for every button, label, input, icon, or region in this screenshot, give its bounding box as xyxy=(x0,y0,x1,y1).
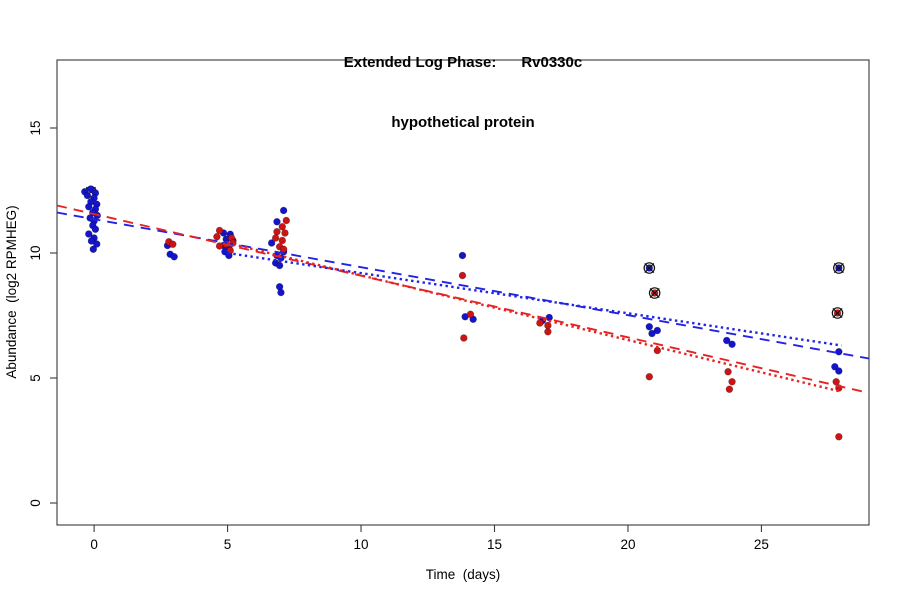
blue-abundance-point xyxy=(831,363,839,371)
plot-box xyxy=(56,59,870,526)
red-longdash-fit xyxy=(56,204,870,394)
red-abundance-point xyxy=(725,385,734,393)
x-tick-label: 5 xyxy=(224,537,232,552)
blue-abundance-point xyxy=(85,230,93,238)
blue-abundance-point xyxy=(85,203,93,211)
x-axis-label: Time (days) xyxy=(425,567,501,582)
red-abundance-point xyxy=(458,271,467,280)
flagged-outlier-marker xyxy=(833,262,845,274)
blue-abundance-point xyxy=(89,245,98,253)
flagged-outlier-marker xyxy=(831,307,844,319)
red-abundance-point xyxy=(215,226,224,235)
blue-abundance-point xyxy=(275,261,284,270)
red-abundance-point xyxy=(832,378,840,386)
y-tick-label: 10 xyxy=(28,245,43,260)
blue-abundance-point xyxy=(93,240,101,248)
blue-abundance-point xyxy=(267,239,276,247)
red-abundance-point xyxy=(544,328,552,336)
blue-abundance-point xyxy=(87,185,95,193)
chart-title-line1: Extended Log Phase: Rv0330c xyxy=(343,54,583,71)
red-abundance-point xyxy=(645,373,654,381)
red-abundance-point xyxy=(278,223,286,231)
red-abundance-point xyxy=(213,233,221,241)
red-abundance-point xyxy=(281,229,289,237)
blue-abundance-point xyxy=(728,340,736,348)
outlier-x xyxy=(644,263,655,273)
red-abundance-point xyxy=(215,242,224,250)
blue-abundance-point xyxy=(723,336,731,345)
chart-title-line2: hypothetical protein xyxy=(391,114,535,131)
outlier-circle xyxy=(643,262,656,274)
blue-abundance-point xyxy=(273,218,281,226)
outlier-circle xyxy=(833,262,845,274)
y-tick-label: 5 xyxy=(28,374,43,382)
y-tick-label: 0 xyxy=(28,499,43,507)
blue-abundance-point xyxy=(87,237,96,245)
flagged-outlier-marker xyxy=(643,262,656,274)
x-tick-label: 20 xyxy=(620,537,635,552)
blue-abundance-point xyxy=(653,326,662,335)
blue-abundance-point xyxy=(170,253,178,261)
red-abundance-point xyxy=(544,321,552,330)
outlier-x xyxy=(649,288,660,298)
red-abundance-point xyxy=(169,240,177,248)
red-abundance-point xyxy=(273,228,281,236)
red-dotted-fit xyxy=(227,241,842,393)
outlier-circle xyxy=(831,307,844,319)
blue-abundance-point xyxy=(279,206,288,215)
blue-abundance-point xyxy=(648,329,656,338)
outlier-x xyxy=(833,263,844,273)
red-abundance-point xyxy=(279,245,288,253)
y-tick-label: 15 xyxy=(28,120,43,135)
blue-abundance-point xyxy=(645,323,654,331)
x-tick-label: 15 xyxy=(487,537,502,552)
blue-abundance-point xyxy=(83,191,92,200)
outlier-x xyxy=(832,308,843,318)
red-abundance-point xyxy=(536,319,544,327)
flagged-outlier-marker xyxy=(648,287,661,299)
red-abundance-point xyxy=(278,236,286,245)
red-abundance-point xyxy=(271,234,280,242)
red-abundance-point xyxy=(835,433,843,441)
x-tick-label: 0 xyxy=(90,537,98,552)
blue-abundance-point xyxy=(458,251,467,260)
red-abundance-point xyxy=(724,368,732,376)
blue-dotted-fit xyxy=(227,251,842,347)
chart-title: Extended Log Phase: Rv0330c hypothetical… xyxy=(26,13,900,173)
red-abundance-point xyxy=(282,216,290,225)
red-abundance-point xyxy=(728,378,736,386)
blue-abundance-point xyxy=(91,225,100,233)
blue-abundance-point xyxy=(277,288,285,297)
x-tick-label: 25 xyxy=(754,537,769,552)
y-axis-label: Abundance (log2 RPMHEG) xyxy=(4,205,19,379)
red-abundance-point xyxy=(460,334,468,342)
x-tick-label: 10 xyxy=(354,537,369,552)
blue-abundance-point xyxy=(835,367,843,375)
outlier-circle xyxy=(648,287,661,299)
red-abundance-point xyxy=(466,310,475,318)
